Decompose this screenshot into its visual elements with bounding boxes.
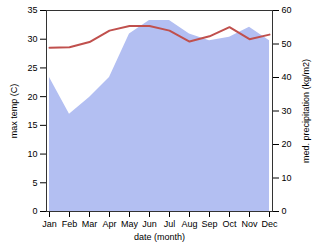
svg-text:40: 40 (282, 72, 292, 82)
svg-text:25: 25 (27, 63, 37, 73)
svg-text:10: 10 (27, 149, 37, 159)
svg-text:15: 15 (27, 120, 37, 130)
svg-text:Jun: Jun (142, 219, 157, 229)
svg-text:0: 0 (282, 206, 287, 216)
svg-text:10: 10 (282, 173, 292, 183)
svg-text:med. precipitation (kg/m2): med. precipitation (kg/m2) (301, 59, 311, 163)
svg-text:30: 30 (27, 34, 37, 44)
svg-text:date (month): date (month) (134, 232, 185, 242)
svg-text:Dec: Dec (261, 219, 278, 229)
svg-text:Feb: Feb (62, 219, 78, 229)
svg-text:Jan: Jan (42, 219, 57, 229)
svg-text:5: 5 (32, 178, 37, 188)
svg-text:60: 60 (282, 5, 292, 15)
svg-text:max temp (C): max temp (C) (9, 84, 19, 139)
svg-text:50: 50 (282, 39, 292, 49)
svg-text:Apr: Apr (102, 219, 116, 229)
svg-text:20: 20 (27, 92, 37, 102)
svg-text:Nov: Nov (241, 219, 258, 229)
svg-text:May: May (121, 219, 139, 229)
svg-text:20: 20 (282, 139, 292, 149)
svg-text:Mar: Mar (82, 219, 98, 229)
svg-text:Sep: Sep (201, 219, 217, 229)
svg-text:Aug: Aug (181, 219, 197, 229)
svg-text:Jul: Jul (164, 219, 176, 229)
svg-text:30: 30 (282, 106, 292, 116)
svg-text:0: 0 (32, 206, 37, 216)
svg-text:Oct: Oct (222, 219, 237, 229)
svg-text:35: 35 (27, 5, 37, 15)
